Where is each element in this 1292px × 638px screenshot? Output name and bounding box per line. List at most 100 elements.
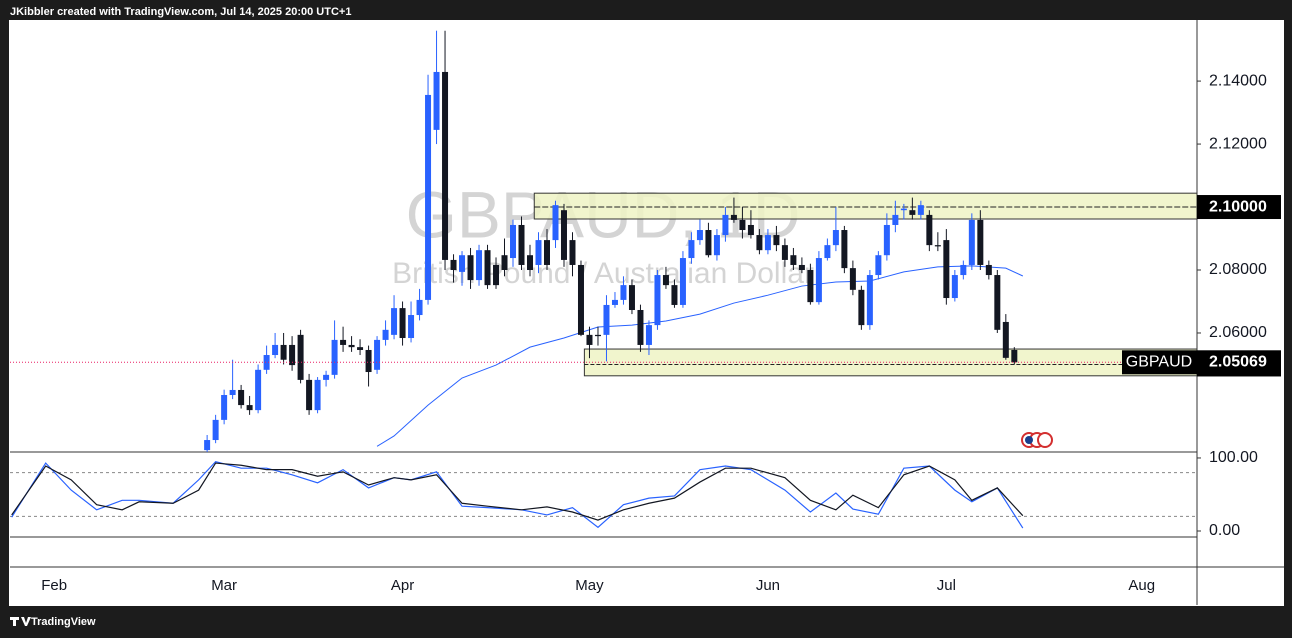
candle-body [560, 210, 567, 260]
candle-body [773, 235, 780, 246]
candle-body [272, 344, 279, 356]
candle-body [476, 250, 483, 281]
candle-body [645, 325, 652, 345]
candle-body [951, 275, 958, 299]
candle-body [263, 355, 270, 370]
candle-body [255, 369, 262, 411]
candle-body [730, 214, 737, 220]
candle-body [212, 419, 219, 441]
candle-body [433, 71, 440, 130]
y-tick-label: 2.06000 [1209, 324, 1267, 341]
flags [1021, 432, 1053, 448]
candle-body [900, 208, 907, 211]
tv-logo [10, 617, 31, 626]
candle-body [671, 285, 678, 305]
candle-body [416, 299, 423, 316]
last-price: 2.05069 [1209, 354, 1267, 371]
zone [583, 348, 1198, 377]
flag-icon [1025, 436, 1033, 444]
candle-body [594, 334, 601, 337]
x-tick-label: Jul [937, 577, 956, 594]
candle-body [883, 224, 890, 256]
candle-body [798, 264, 805, 271]
candle-body [289, 344, 296, 366]
candle-body [875, 255, 882, 276]
candle-body [943, 240, 950, 299]
y-tick-label: 2.12000 [1209, 135, 1267, 152]
candle-body [696, 230, 703, 241]
candle-body [756, 235, 763, 251]
last-symbol: GBPAUD [1126, 354, 1192, 371]
candle-body [306, 379, 313, 411]
candle-body [892, 214, 899, 225]
candle-body [408, 315, 415, 339]
candle-body [620, 285, 627, 300]
x-tick-label: Apr [391, 577, 414, 594]
candle-body [849, 268, 856, 290]
candle-body [909, 210, 916, 215]
candle-body [994, 275, 1001, 330]
candle-body [314, 379, 321, 411]
candle-body [518, 224, 525, 265]
candle-body [739, 219, 746, 231]
flag-icon [1037, 432, 1053, 448]
candle-body [459, 255, 466, 272]
x-tick-label: Mar [211, 577, 237, 594]
oscillator-line [11, 462, 1024, 521]
candle-body [348, 344, 355, 348]
plot: GBPAUD, 1DBritish Pound / Australian Dol… [10, 20, 1284, 605]
candle-body [323, 374, 330, 380]
candle-body [238, 389, 245, 406]
level-label: 2.10000 [1209, 198, 1267, 215]
candle-body [968, 219, 975, 265]
zone [533, 192, 1198, 220]
candle-body [450, 259, 457, 271]
x-tick-label: May [575, 577, 604, 594]
candle-body [841, 230, 848, 269]
candle-body [628, 285, 635, 310]
candle-body [510, 224, 517, 259]
candle-body [679, 258, 686, 305]
candle-body [221, 395, 228, 420]
candle-body [713, 235, 720, 256]
x-tick-label: Jun [756, 577, 780, 594]
candle-body [722, 214, 729, 236]
footer: TradingView [31, 616, 96, 628]
candle-body [357, 347, 364, 350]
candle-body [781, 245, 788, 260]
x-tick-label: Feb [41, 577, 67, 594]
candle-body [747, 224, 754, 236]
candle-body [493, 264, 500, 286]
candle-body [985, 264, 992, 276]
candle-body [204, 440, 211, 451]
candle-body [1002, 321, 1009, 358]
candle-body [442, 71, 449, 260]
candle-body [331, 339, 338, 375]
candle-body [832, 230, 839, 246]
candle-body [382, 329, 389, 340]
candle-body [807, 270, 814, 303]
candle-body [535, 240, 542, 265]
chart-area [9, 20, 1284, 606]
candle-body [815, 258, 822, 303]
candle-body [391, 308, 398, 335]
level-badge [1197, 195, 1281, 220]
candle-body [688, 240, 695, 259]
y-tick-label: 2.08000 [1209, 261, 1267, 278]
last-price-badge [1197, 350, 1281, 375]
x-tick-label: Aug [1128, 577, 1155, 594]
candle-body [586, 334, 593, 345]
candle-body [569, 240, 576, 265]
candle-body [866, 275, 873, 326]
candle-body [705, 230, 712, 256]
candle-body [603, 304, 610, 335]
candle-body [858, 289, 865, 326]
candle-body [960, 264, 967, 276]
candle-body [552, 205, 559, 241]
candle-body [824, 245, 831, 259]
header: JKibbler created with TradingView.com, J… [10, 6, 351, 18]
candle-body [425, 94, 432, 300]
y-tick-label: 2.14000 [1209, 72, 1267, 89]
candle-body [229, 389, 236, 396]
